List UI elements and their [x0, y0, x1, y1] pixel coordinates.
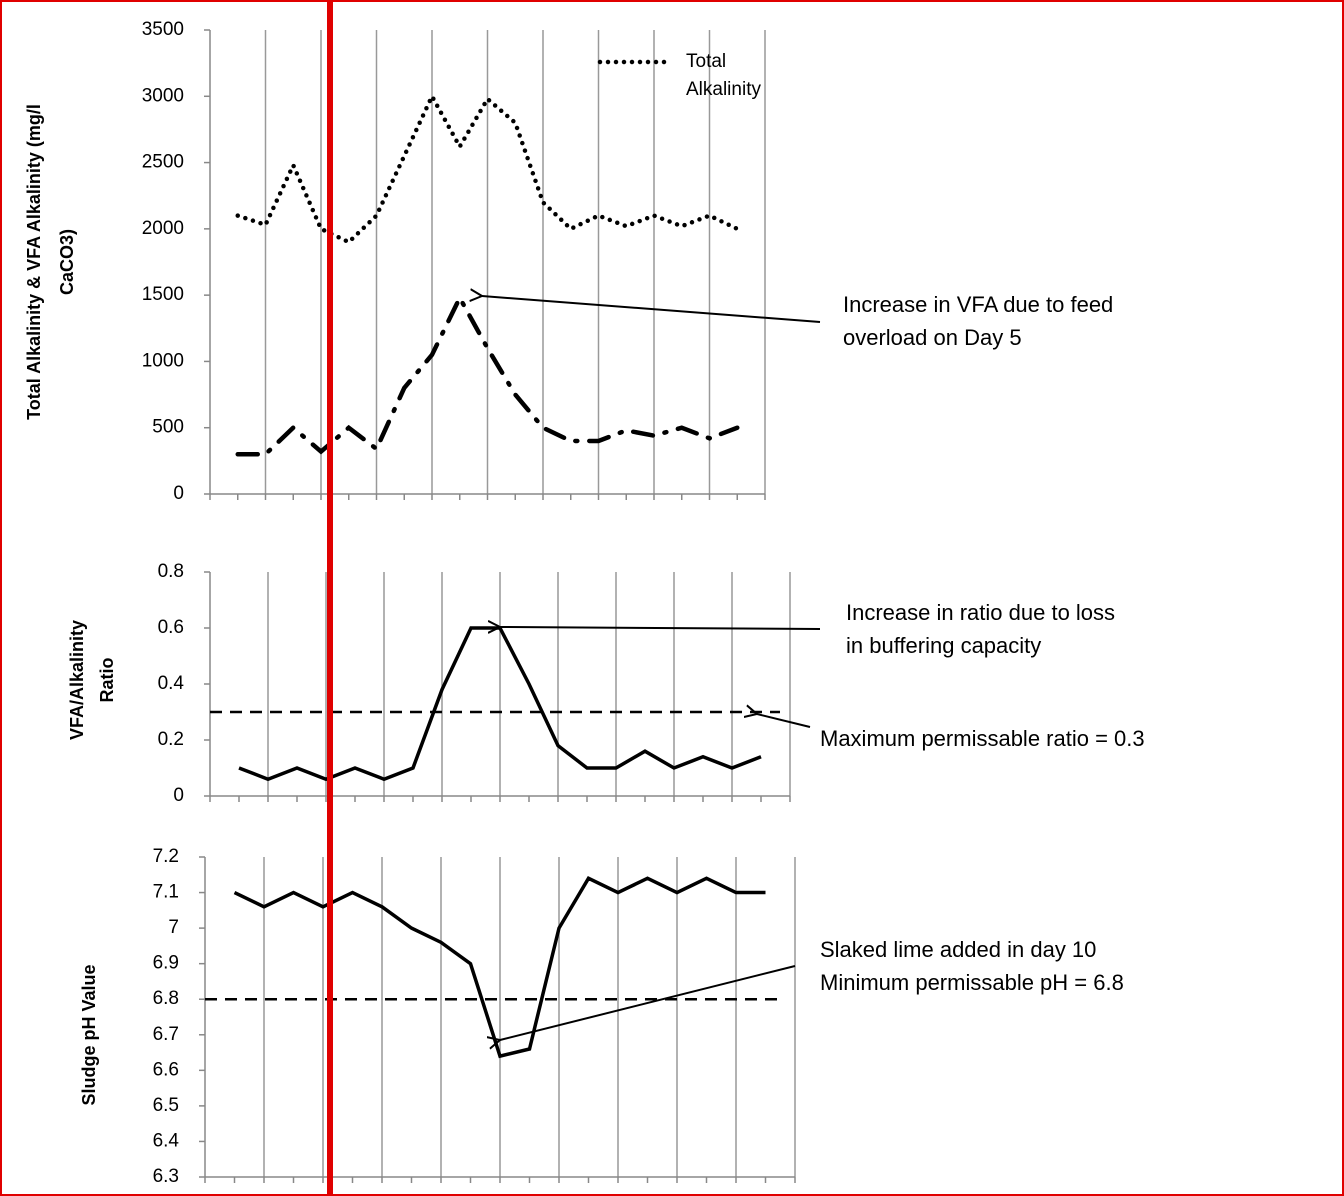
annotation: Slaked lime added in day 10 — [820, 937, 1096, 962]
y-axis-label: Total Alkalinity & VFA Alkalinity (mg/l — [24, 104, 44, 420]
y-tick-label: 6.3 — [153, 1166, 179, 1187]
legend-label: Total Alkalinity — [686, 51, 761, 100]
y-tick-label: 0 — [173, 483, 184, 504]
y-tick-label: 1000 — [142, 350, 184, 371]
annotation: in buffering capacity — [846, 633, 1041, 658]
y-axis-label: CaCO3) — [57, 229, 77, 295]
data-line — [233, 876, 766, 1059]
y-tick-label: 1500 — [142, 284, 184, 305]
annotation-arrow — [757, 714, 811, 728]
y-tick-label: 3500 — [142, 19, 184, 40]
y-tick-label: 3000 — [142, 85, 184, 106]
y-tick-label: 6.5 — [153, 1095, 179, 1116]
y-tick-label: 7 — [168, 917, 179, 938]
y-tick-label: 7.2 — [153, 846, 179, 867]
y-tick-label: 6.6 — [153, 1059, 179, 1080]
annotation: Increase in VFA due to feed — [843, 292, 1113, 317]
y-tick-label: 6.7 — [153, 1024, 179, 1045]
y-tick-label: 0 — [173, 785, 184, 806]
y-tick-label: 500 — [152, 417, 184, 438]
y-tick-label: 2000 — [142, 218, 184, 239]
y-tick-label: 0.4 — [158, 673, 185, 694]
y-tick-label: 0.6 — [158, 617, 184, 638]
annotation-arrow — [482, 296, 821, 323]
y-tick-label: 7.1 — [153, 882, 179, 903]
data-line — [235, 292, 740, 457]
y-tick-label: 6.4 — [153, 1130, 180, 1151]
y-tick-label: 2500 — [142, 152, 184, 173]
annotation: Increase in ratio due to loss — [846, 600, 1115, 625]
annotation: overload on Day 5 — [843, 325, 1022, 350]
data-line — [235, 91, 740, 245]
annotation: Minimum permissable pH = 6.8 — [820, 970, 1124, 995]
y-axis-label: Sludge pH Value — [79, 964, 99, 1105]
y-tick-label: 0.8 — [158, 561, 184, 582]
y-tick-label: 0.2 — [158, 729, 184, 750]
annotation: Maximum permissable ratio = 0.3 — [820, 726, 1145, 751]
y-axis-label: Ratio — [97, 657, 117, 702]
annotation-arrow — [500, 965, 796, 1040]
y-tick-label: 6.9 — [153, 953, 179, 974]
y-axis-label: VFA/Alkalinity — [67, 620, 87, 740]
annotation-arrow — [500, 627, 821, 629]
y-tick-label: 6.8 — [153, 988, 179, 1009]
